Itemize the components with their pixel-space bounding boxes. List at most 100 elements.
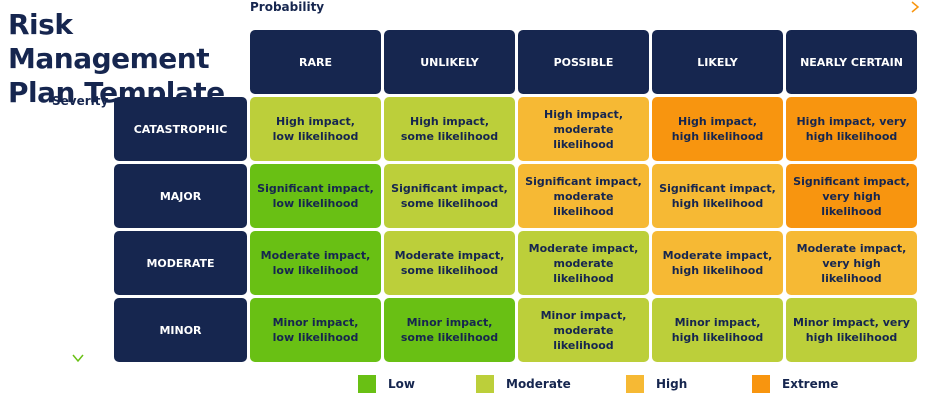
risk-cell-text: Significant impact, moderate likelihood: [524, 174, 643, 219]
risk-cell-line-1: Moderate impact,: [662, 249, 773, 262]
risk-cell-line-2: high likelihood: [671, 130, 764, 143]
legend-label: High: [656, 377, 688, 391]
legend-swatch: [476, 375, 494, 393]
risk-cell-line-1: Moderate impact,: [394, 249, 505, 262]
risk-cell-text: Moderate impact, low likelihood: [261, 248, 371, 278]
legend-swatch: [626, 375, 644, 393]
risk-cell-text: Significant impact, some likelihood: [391, 181, 508, 211]
column-header-nearly-certain: NEARLY CERTAIN: [786, 30, 917, 94]
legend-item-extreme: Extreme: [752, 375, 838, 393]
risk-cell-line-2: moderate likelihood: [553, 122, 614, 151]
severity-axis-label: Severity: [52, 94, 109, 108]
risk-cell: Moderate impact, low likelihood: [250, 231, 381, 295]
risk-cell-line-2: some likelihood: [400, 331, 499, 344]
risk-cell-line-1: Minor impact, very: [793, 316, 910, 329]
column-header-rare: RARE: [250, 30, 381, 94]
risk-cell-line-2: low likelihood: [272, 197, 359, 210]
probability-axis-label: Probability: [250, 0, 325, 14]
risk-cell-line-1: Moderate impact,: [528, 241, 639, 255]
risk-cell-text: Moderate impact, very high likelihood: [792, 241, 911, 286]
risk-cell-line-2: low likelihood: [272, 331, 359, 344]
risk-cell-line-1: Minor impact,: [406, 316, 493, 329]
risk-cell-text: Minor impact, low likelihood: [273, 315, 359, 345]
risk-cell-line-2: moderate likelihood: [553, 189, 614, 218]
risk-cell-line-2: some likelihood: [400, 197, 499, 210]
column-header-unlikely: UNLIKELY: [384, 30, 515, 94]
risk-cell-line-2: low likelihood: [272, 264, 359, 277]
risk-cell-line-1: High impact,: [410, 115, 489, 128]
risk-cell-line-1: Significant impact,: [793, 174, 910, 188]
risk-cell-line-2: high likelihood: [671, 331, 764, 344]
risk-cell-line-1: High impact,: [275, 115, 355, 128]
risk-cell: High impact, moderate likelihood: [518, 97, 649, 161]
row-header-catastrophic: CATASTROPHIC: [114, 97, 247, 161]
risk-cell-text: High impact, moderate likelihood: [524, 107, 643, 152]
risk-cell-line-1: High impact,: [678, 115, 757, 128]
column-header-possible: POSSIBLE: [518, 30, 649, 94]
legend-swatch: [358, 375, 376, 393]
risk-cell-line-1: Significant impact,: [659, 182, 776, 195]
title-line-1: Risk Management: [8, 8, 210, 75]
legend-swatch: [752, 375, 770, 393]
legend-label: Low: [388, 377, 415, 391]
risk-cell-line-2: very high likelihood: [821, 256, 882, 285]
risk-cell: Minor impact, high likelihood: [652, 298, 783, 362]
risk-cell-line-2: high likelihood: [805, 331, 898, 344]
risk-cell-text: High impact, some likelihood: [401, 114, 498, 144]
risk-cell-text: Minor impact, some likelihood: [401, 315, 498, 345]
risk-cell-line-1: Moderate impact,: [260, 249, 371, 262]
risk-cell: High impact, high likelihood: [652, 97, 783, 161]
risk-cell: High impact, low likelihood: [250, 97, 381, 161]
risk-cell: Moderate impact, high likelihood: [652, 231, 783, 295]
legend-item-high: High: [626, 375, 687, 393]
legend-label: Moderate: [506, 377, 571, 391]
risk-cell-text: Minor impact, high likelihood: [672, 315, 764, 345]
risk-cell-text: Moderate impact, some likelihood: [395, 248, 505, 278]
risk-cell: High impact, very high likelihood: [786, 97, 917, 161]
risk-cell-line-2: high likelihood: [671, 264, 764, 277]
risk-cell: Minor impact, moderate likelihood: [518, 298, 649, 362]
risk-cell-line-1: Minor impact,: [674, 316, 761, 329]
risk-cell-text: Moderate impact, moderate likelihood: [524, 241, 643, 286]
risk-cell-line-1: Significant impact,: [391, 182, 508, 195]
risk-cell: Minor impact, low likelihood: [250, 298, 381, 362]
column-header-likely: LIKELY: [652, 30, 783, 94]
risk-cell: Significant impact, some likelihood: [384, 164, 515, 228]
risk-cell-text: Significant impact, low likelihood: [257, 181, 374, 211]
risk-cell-line-2: high likelihood: [805, 130, 898, 143]
risk-cell-line-2: very high likelihood: [821, 189, 882, 218]
severity-arrow: [72, 116, 84, 363]
risk-cell-line-1: Minor impact,: [540, 308, 627, 322]
risk-cell-line-2: moderate likelihood: [553, 256, 614, 285]
risk-cell-line-1: High impact,: [544, 107, 623, 121]
risk-cell-text: Significant impact, high likelihood: [659, 181, 776, 211]
risk-cell: High impact, some likelihood: [384, 97, 515, 161]
risk-cell: Moderate impact, moderate likelihood: [518, 231, 649, 295]
risk-cell-text: High impact, high likelihood: [672, 114, 764, 144]
risk-cell: Minor impact, very high likelihood: [786, 298, 917, 362]
risk-cell-line-2: some likelihood: [400, 264, 499, 277]
risk-cell-line-2: moderate likelihood: [553, 323, 614, 352]
risk-cell-line-1: High impact, very: [796, 115, 907, 128]
row-header-moderate: MODERATE: [114, 231, 247, 295]
probability-arrow: [326, 1, 920, 13]
risk-cell-line-1: Significant impact,: [525, 174, 642, 188]
risk-cell-line-2: low likelihood: [272, 130, 359, 143]
risk-cell-line-1: Minor impact,: [272, 316, 359, 329]
row-header-major: MAJOR: [114, 164, 247, 228]
risk-cell: Significant impact, low likelihood: [250, 164, 381, 228]
legend-item-low: Low: [358, 375, 415, 393]
risk-cell-line-2: high likelihood: [671, 197, 764, 210]
risk-cell-text: Moderate impact, high likelihood: [663, 248, 773, 278]
risk-cell-line-1: Significant impact,: [257, 182, 374, 195]
risk-cell-text: Minor impact, moderate likelihood: [524, 308, 643, 353]
risk-cell: Significant impact, very high likelihood: [786, 164, 917, 228]
legend-label: Extreme: [782, 377, 839, 391]
risk-cell-line-1: Moderate impact,: [796, 241, 907, 255]
risk-cell-text: Minor impact, very high likelihood: [793, 315, 910, 345]
risk-cell-text: High impact, very high likelihood: [796, 114, 906, 144]
risk-cell: Moderate impact, very high likelihood: [786, 231, 917, 295]
row-header-minor: MINOR: [114, 298, 247, 362]
risk-cell: Moderate impact, some likelihood: [384, 231, 515, 295]
